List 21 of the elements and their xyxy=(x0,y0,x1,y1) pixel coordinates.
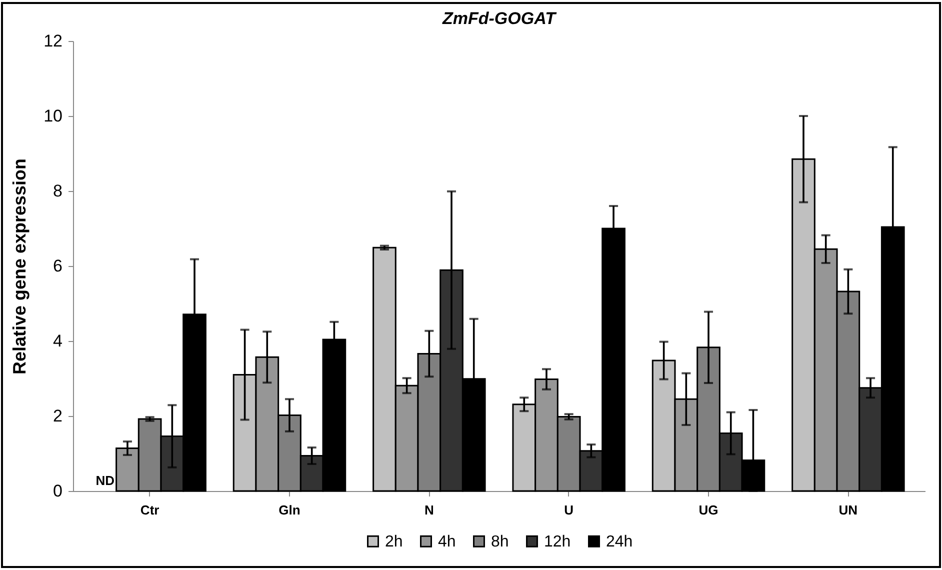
legend-label: 24h xyxy=(606,533,633,550)
text: ND xyxy=(96,473,115,488)
y-tick-label: 8 xyxy=(53,182,62,200)
x-tick-label: Ctr xyxy=(140,502,160,518)
y-tick-label: 2 xyxy=(53,406,62,426)
x-tick-label: Gln xyxy=(278,502,300,518)
y-tick-label: 4 xyxy=(53,332,62,350)
y-axis-title: Relative gene expression xyxy=(10,158,30,375)
legend-label: 8h xyxy=(491,533,509,550)
y-tick-label: 10 xyxy=(44,106,62,126)
legend-label: 2h xyxy=(385,533,403,550)
x-tick-label: UG xyxy=(698,502,718,518)
legend-label: 4h xyxy=(438,533,456,550)
y-tick-label: 6 xyxy=(53,256,62,276)
x-tick-label: U xyxy=(564,502,574,518)
x-tick-label: N xyxy=(424,502,434,518)
y-tick-label: 0 xyxy=(53,482,62,500)
x-tick-label: UN xyxy=(838,502,858,518)
chart-title: ZmFd-GOGAT xyxy=(442,9,558,28)
legend-label: 12h xyxy=(544,533,571,550)
y-tick-label: 12 xyxy=(44,32,62,50)
